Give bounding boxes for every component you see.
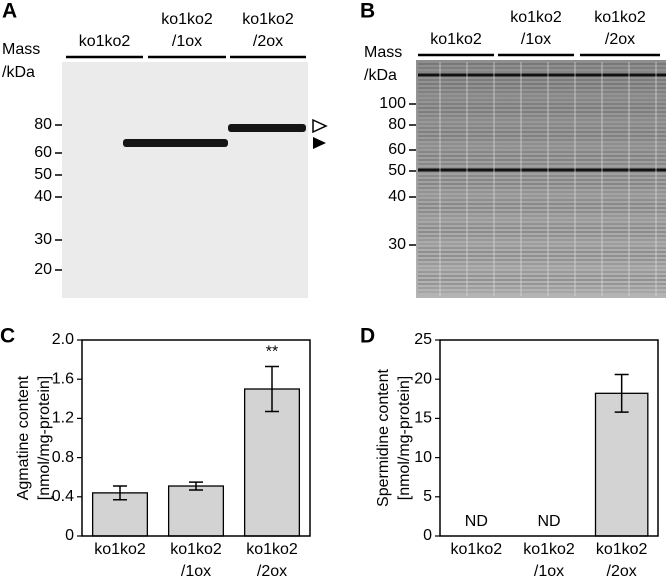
y-tick-label: 0.4 [52,488,74,505]
bar [167,485,225,537]
error-bar [614,373,629,413]
error-bar [265,365,279,413]
marker-label: 40 [34,188,52,205]
annotation: ND [465,513,488,530]
marker-label: 80 [34,116,52,133]
x-tick-label: ko1ko2 [596,541,648,558]
panel-label: B [360,0,375,23]
mass-label: Mass [2,41,40,58]
marker-label: 60 [34,144,52,161]
marker-label: 30 [388,236,406,253]
y-tick-label: 15 [414,410,432,427]
y-tick-label: 2.0 [52,331,74,348]
y-axis-label: [nmol/mg-protein] [396,376,413,501]
x-tick-label: /1ox [181,563,211,580]
marker-label: 100 [379,95,406,112]
y-tick-label: 0.8 [52,449,74,466]
x-tick-label: ko1ko2 [246,541,298,558]
marker-label: 30 [34,231,52,248]
marker-label: 50 [34,166,52,183]
x-tick-label: /2ox [257,563,287,580]
y-axis-label: Agmatine content [15,375,32,500]
open-arrow [312,118,328,134]
lane-label: ko1ko2 [242,11,294,28]
lane-label: ko1ko2 [79,33,131,50]
marker-label: 60 [388,141,406,158]
mass-label: /kDa [364,67,397,84]
lane-label: /1ox [521,31,551,48]
bar [243,388,301,537]
marker-label: 50 [388,162,406,179]
lane-label: /2ox [253,33,283,50]
annotation: ND [537,513,560,530]
annotation: ** [266,344,278,361]
y-tick-label: 1.2 [52,410,74,427]
y-tick-label: 0 [423,527,432,544]
y-tick-label: 5 [423,488,432,505]
band [123,139,228,147]
lane-label: ko1ko2 [594,9,646,26]
y-axis-label: [nmol/mg-protein] [36,376,53,501]
blot-b [416,60,666,298]
error-bar [113,485,127,501]
mass-label: /kDa [2,64,35,81]
plot-frame [439,339,659,537]
x-tick-label: ko1ko2 [94,541,146,558]
y-tick-label: 0 [65,527,74,544]
bar [594,392,649,537]
marker-label: 20 [34,261,52,278]
mass-label: Mass [364,44,402,61]
lane-label: ko1ko2 [430,31,482,48]
y-tick-label: 20 [414,370,432,387]
lane-label: /1ox [172,33,202,50]
panel-label: C [0,325,15,348]
x-tick-label: ko1ko2 [451,541,503,558]
panel-label: A [2,0,17,23]
panel-label: D [360,325,375,348]
plot-frame [81,339,311,537]
x-tick-label: ko1ko2 [523,541,575,558]
error-bar [189,481,203,491]
y-tick-label: 25 [414,331,432,348]
y-tick-label: 1.6 [52,370,74,387]
lane-label: ko1ko2 [161,11,213,28]
marker-label: 40 [388,188,406,205]
blot-a [62,62,308,298]
x-tick-label: ko1ko2 [170,541,222,558]
band [228,124,306,132]
y-axis-label: Spermidine content [375,369,392,507]
marker-label: 80 [388,116,406,133]
stain-bands [418,62,666,296]
filled-arrow [313,137,326,149]
y-tick-label: 10 [414,449,432,466]
lane-label: ko1ko2 [510,9,562,26]
lane-label: /2ox [605,31,635,48]
x-tick-label: /2ox [607,563,637,580]
x-tick-label: /1ox [534,563,564,580]
